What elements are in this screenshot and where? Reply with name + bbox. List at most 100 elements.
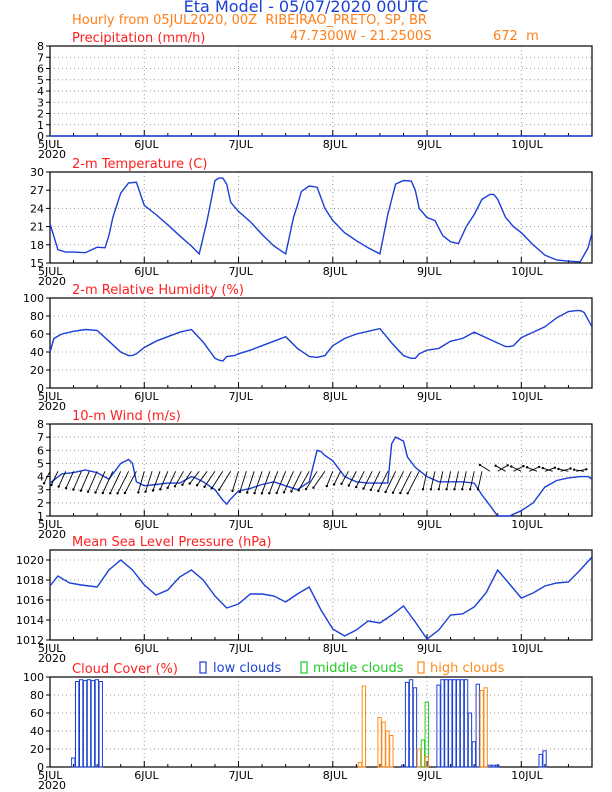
x-tick-label: 7JUL (229, 642, 254, 655)
wind-arrow-head (572, 468, 576, 471)
y-tick-label: 2 (37, 108, 44, 121)
y-tick-label: 6 (37, 444, 44, 457)
bar-low-clouds (491, 764, 496, 768)
bar-low-clouds (404, 681, 410, 768)
bar-high-clouds (389, 735, 394, 768)
panel-rh: 0 20 40 60 80 100 5JUL 6JUL 7JUL 8JUL 9JUL 10JUL 202… (23, 283, 593, 413)
panel-title: 2-m Temperature (C) (72, 157, 207, 172)
wind-arrow (211, 471, 224, 489)
wind-arrow-head (384, 490, 387, 494)
y-tick-label: 6 (37, 63, 44, 76)
wind-arrow-head (312, 486, 315, 489)
wind-arrow-head (109, 492, 112, 495)
wind-arrow-head (173, 485, 177, 488)
wind-arrow (254, 471, 263, 494)
x-tick-label: 8JUL (323, 390, 348, 403)
y-tick-label: 60 (30, 707, 44, 720)
wind-arrow (305, 471, 318, 490)
wind-arrow-head (377, 489, 380, 493)
wind-arrow (72, 471, 82, 490)
wind-arrow (261, 471, 271, 494)
wind-arrow-head (437, 488, 440, 491)
wind-arrow (348, 471, 357, 486)
bar-low-clouds (452, 679, 457, 768)
x-tick-label: 5JUL (38, 518, 63, 531)
bar-high-clouds (381, 721, 386, 768)
wind-arrow (50, 471, 59, 486)
x-tick-label: 8JUL (323, 138, 348, 151)
wind-arrow-head (478, 463, 482, 467)
panel-title: Mean Sea Level Pressure (hPa) (72, 535, 272, 550)
wind-arrow-head (151, 489, 155, 492)
x-year-label: 2020 (38, 528, 66, 541)
y-tick-label: 1012 (16, 634, 44, 647)
wind-arrow (298, 471, 310, 491)
y-tick-label: 7 (37, 51, 44, 64)
bar-high-clouds (416, 748, 422, 768)
wind-arrow (454, 471, 459, 490)
panel-title: 10-m Wind (m/s) (72, 409, 181, 424)
plot-frame (49, 549, 593, 641)
wind-arrow (80, 471, 90, 491)
y-tick-label: 1016 (16, 594, 44, 607)
wind-arrow-head (355, 485, 358, 489)
bar-low-clouds (542, 750, 547, 768)
wind-arrow-head (260, 492, 264, 495)
y-tick-label: 4 (37, 85, 44, 98)
bar-low-clouds (98, 681, 103, 768)
wind-arrow (43, 471, 51, 484)
bar-low-clouds (82, 680, 88, 768)
bar-low-clouds (412, 687, 418, 768)
x-tick-label: 7JUL (229, 390, 254, 403)
wind-arrow-head (72, 488, 75, 491)
bar-low-clouds (71, 757, 76, 768)
wind-arrow (377, 471, 389, 492)
low-clouds-swatch (199, 661, 207, 674)
wind-arrow-head (290, 490, 293, 493)
bar-low-clouds (90, 680, 96, 768)
wind-arrow (189, 471, 200, 484)
cloud-legend: low clouds middle clouds high clouds (199, 661, 505, 676)
y-tick-label: 15 (30, 257, 44, 270)
wind-arrow (137, 471, 145, 493)
wind-arrow-head (522, 464, 525, 468)
x-tick-label: 7JUL (229, 518, 254, 531)
wind-arrows (42, 463, 588, 495)
wind-arrow (174, 471, 184, 487)
wind-arrow (326, 471, 334, 487)
x-tick-label: 6JUL (134, 390, 159, 403)
x-tick-label: 10JUL (511, 642, 543, 655)
wind-arrow-head (144, 490, 147, 493)
wind-arrow (438, 471, 444, 490)
y-tick-label: 40 (30, 725, 44, 738)
wind-arrow (152, 471, 161, 491)
series-line (49, 556, 593, 641)
x-tick-label: 5JUL (38, 138, 63, 151)
wind-arrow-head (203, 485, 206, 488)
x-tick-label: 9JUL (417, 138, 442, 151)
wind-arrow (526, 466, 538, 472)
panel-temp: 15 18 21 24 27 30 5JUL 6JUL 7JUL 8JUL 9JUL 10JUL 202… (30, 157, 593, 288)
wind-arrow (58, 471, 67, 487)
wind-arrow-head (391, 491, 395, 494)
wind-arrow-head (159, 488, 162, 491)
y-tick-label: 7 (37, 431, 44, 444)
x-tick-label: 5JUL (38, 265, 63, 278)
wind-arrow-head (429, 488, 433, 491)
wind-arrow (182, 471, 192, 485)
wind-arrow-head (585, 468, 588, 471)
y-tick-label: 1 (37, 119, 44, 132)
wind-arrow (109, 471, 122, 494)
wind-arrow-head (268, 492, 271, 495)
x-tick-label: 5JUL (38, 769, 63, 782)
wind-arrow (558, 468, 569, 472)
low-clouds-label: low clouds (213, 661, 282, 676)
y-tick-label: 5 (37, 74, 44, 87)
x-tick-label: 9JUL (417, 265, 442, 278)
wind-arrow (145, 471, 153, 492)
x-year-label: 2020 (38, 148, 66, 161)
bar-high-clouds (357, 762, 363, 768)
wind-arrow (542, 467, 553, 472)
wind-arrow-head (569, 467, 572, 470)
